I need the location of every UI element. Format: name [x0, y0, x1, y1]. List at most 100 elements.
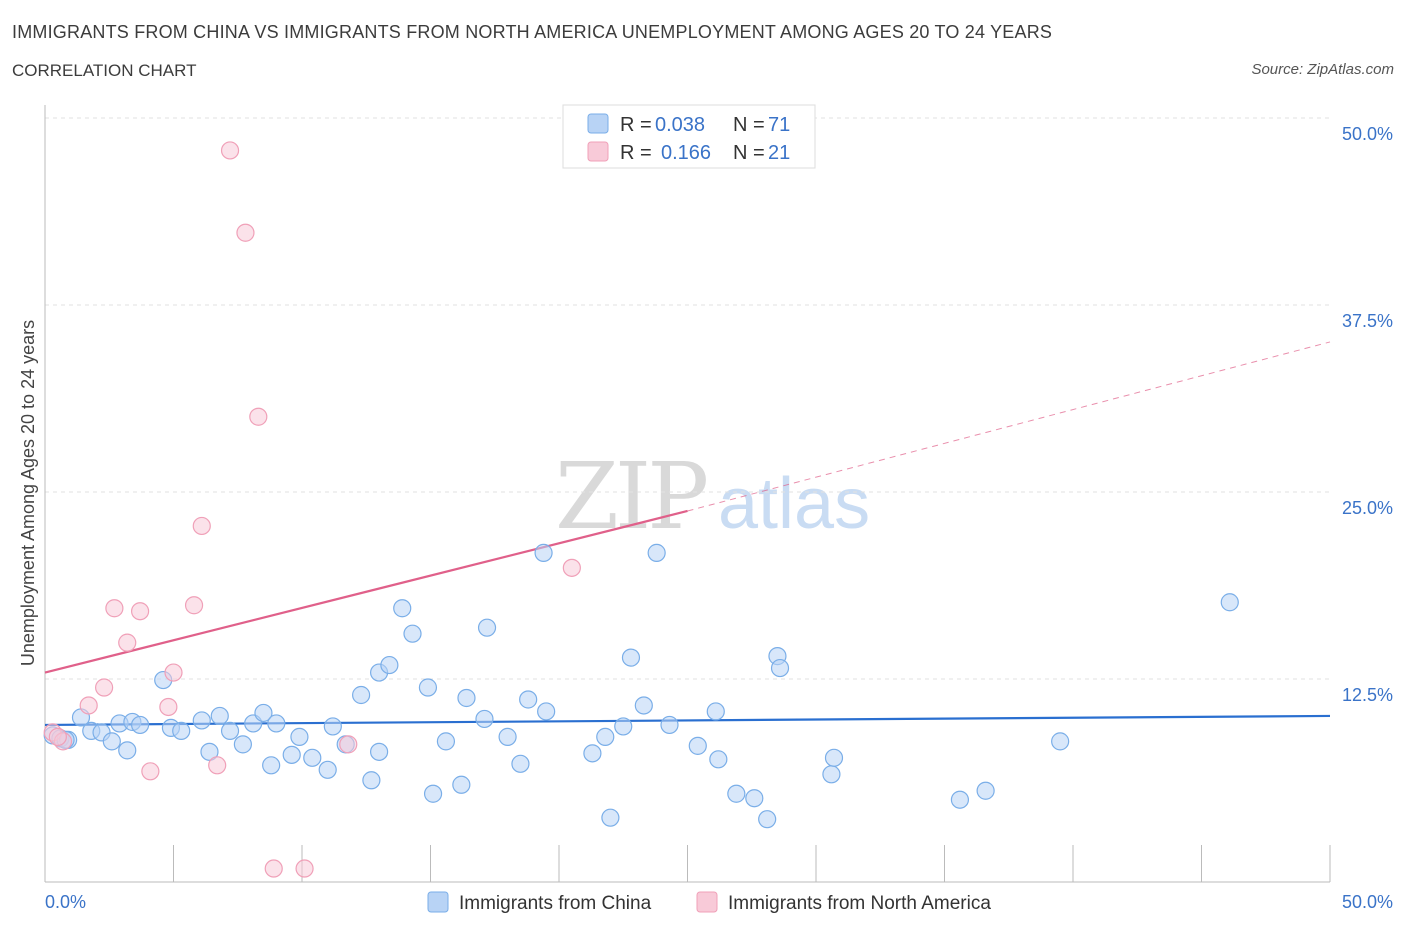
- data-point-na: [159, 697, 178, 717]
- data-point-na: [79, 696, 98, 715]
- series-legend-label-china: Immigrants from China: [459, 893, 652, 914]
- legend-china-r-label: R =: [620, 114, 652, 136]
- data-point-china: [452, 775, 471, 794]
- legend-china-n-label: N =: [733, 114, 765, 136]
- data-point-china: [706, 702, 725, 721]
- data-point-na: [164, 663, 183, 682]
- data-point-china: [403, 624, 422, 643]
- data-point-china: [282, 745, 301, 764]
- y-tick-label: 25.0%: [1342, 498, 1393, 518]
- data-point-na: [339, 735, 358, 754]
- data-point-china: [436, 732, 456, 751]
- series-legend-swatch-china: [427, 891, 449, 913]
- chart-title: IMMIGRANTS FROM CHINA VS IMMIGRANTS FROM…: [12, 22, 1053, 42]
- y-tick-label: 12.5%: [1342, 685, 1393, 705]
- data-point-china: [660, 715, 679, 735]
- chart-subtitle: CORRELATION CHART: [12, 61, 197, 80]
- data-point-na: [105, 599, 124, 618]
- data-point-china: [727, 784, 746, 803]
- data-point-china: [475, 709, 494, 729]
- svg-text:ZIP: ZIP: [555, 443, 706, 550]
- legend-na-n-label: N =: [733, 142, 765, 164]
- data-point-china: [758, 810, 777, 829]
- data-point-china: [130, 715, 150, 735]
- data-point-china: [370, 742, 389, 761]
- data-point-china: [1220, 593, 1239, 612]
- data-point-na: [184, 596, 204, 615]
- legend-swatch-china: [587, 113, 609, 134]
- svg-text:atlas: atlas: [718, 464, 870, 544]
- data-point-china: [457, 688, 476, 708]
- data-point-na: [220, 141, 240, 160]
- data-point-na: [236, 223, 255, 242]
- data-point-china: [352, 685, 371, 705]
- trend-line-china: [44, 714, 1331, 727]
- x-axis-ticks: [44, 845, 1331, 882]
- legend-na-n-value: 21: [768, 142, 790, 164]
- data-point-china: [423, 784, 443, 803]
- data-point-na: [48, 727, 67, 746]
- data-point-china: [950, 790, 970, 809]
- data-point-china: [380, 655, 399, 675]
- data-point-china: [393, 599, 412, 618]
- data-point-china: [1051, 732, 1070, 751]
- data-point-china: [647, 543, 666, 562]
- legend-swatch-na: [587, 141, 609, 162]
- data-point-china: [200, 742, 219, 761]
- y-axis-label: Unemployment Among Ages 20 to 24 years: [18, 320, 38, 666]
- data-point-china: [267, 714, 286, 733]
- data-point-china: [172, 721, 191, 741]
- trend-line-extension-na: [687, 341, 1331, 512]
- data-point-na: [562, 558, 581, 577]
- correlation-legend: R = 0.038 N = 71 R = 0.166 N = 21: [562, 104, 816, 169]
- data-point-na: [264, 859, 283, 878]
- y-tick-label: 50.0%: [1342, 124, 1393, 144]
- data-point-china: [477, 618, 497, 637]
- data-point-china: [262, 756, 281, 775]
- data-point-china: [362, 771, 381, 790]
- data-point-china: [290, 727, 309, 746]
- legend-china-n-value: 71: [768, 114, 790, 136]
- series-legend: Immigrants from China Immigrants from No…: [427, 891, 991, 914]
- data-point-china: [511, 754, 530, 773]
- data-point-china: [192, 711, 211, 730]
- data-point-china: [976, 781, 995, 800]
- data-point-na: [130, 602, 150, 621]
- data-point-china: [596, 727, 615, 746]
- data-point-china: [303, 748, 322, 767]
- data-point-china: [822, 765, 841, 784]
- data-point-china: [534, 543, 553, 562]
- data-point-china: [745, 789, 764, 808]
- legend-china-r-value: 0.038: [655, 114, 705, 136]
- legend-na-r-label: R =: [620, 142, 652, 164]
- data-point-na: [192, 516, 211, 536]
- data-point-china: [583, 744, 602, 763]
- watermark: ZIP atlas: [555, 443, 870, 550]
- x-tick-label-min: 0.0%: [45, 892, 86, 912]
- data-point-china: [233, 735, 252, 754]
- data-point-china: [621, 648, 641, 667]
- data-point-na: [118, 633, 137, 652]
- grid-lines: [45, 117, 1330, 680]
- data-point-china: [614, 717, 633, 736]
- data-point-china: [688, 736, 707, 755]
- data-point-china: [318, 760, 337, 779]
- data-point-china: [254, 703, 273, 723]
- data-point-china: [220, 721, 240, 741]
- source-credit: Source: ZipAtlas.com: [1251, 61, 1394, 78]
- data-point-china: [102, 732, 121, 751]
- legend-na-r-value: 0.166: [661, 142, 711, 164]
- series-legend-label-na: Immigrants from North America: [728, 893, 991, 914]
- data-point-china: [634, 696, 653, 715]
- data-point-na: [295, 859, 314, 878]
- data-point-china: [118, 741, 137, 760]
- y-tick-label: 37.5%: [1342, 311, 1393, 331]
- data-point-china: [601, 808, 620, 827]
- data-point-china: [537, 702, 556, 721]
- data-point-china: [519, 690, 538, 709]
- data-point-china: [770, 658, 790, 678]
- data-point-china: [323, 717, 342, 736]
- data-points: [43, 141, 1239, 878]
- y-tick-labels: 12.5% 25.0% 37.5% 50.0%: [1342, 124, 1393, 705]
